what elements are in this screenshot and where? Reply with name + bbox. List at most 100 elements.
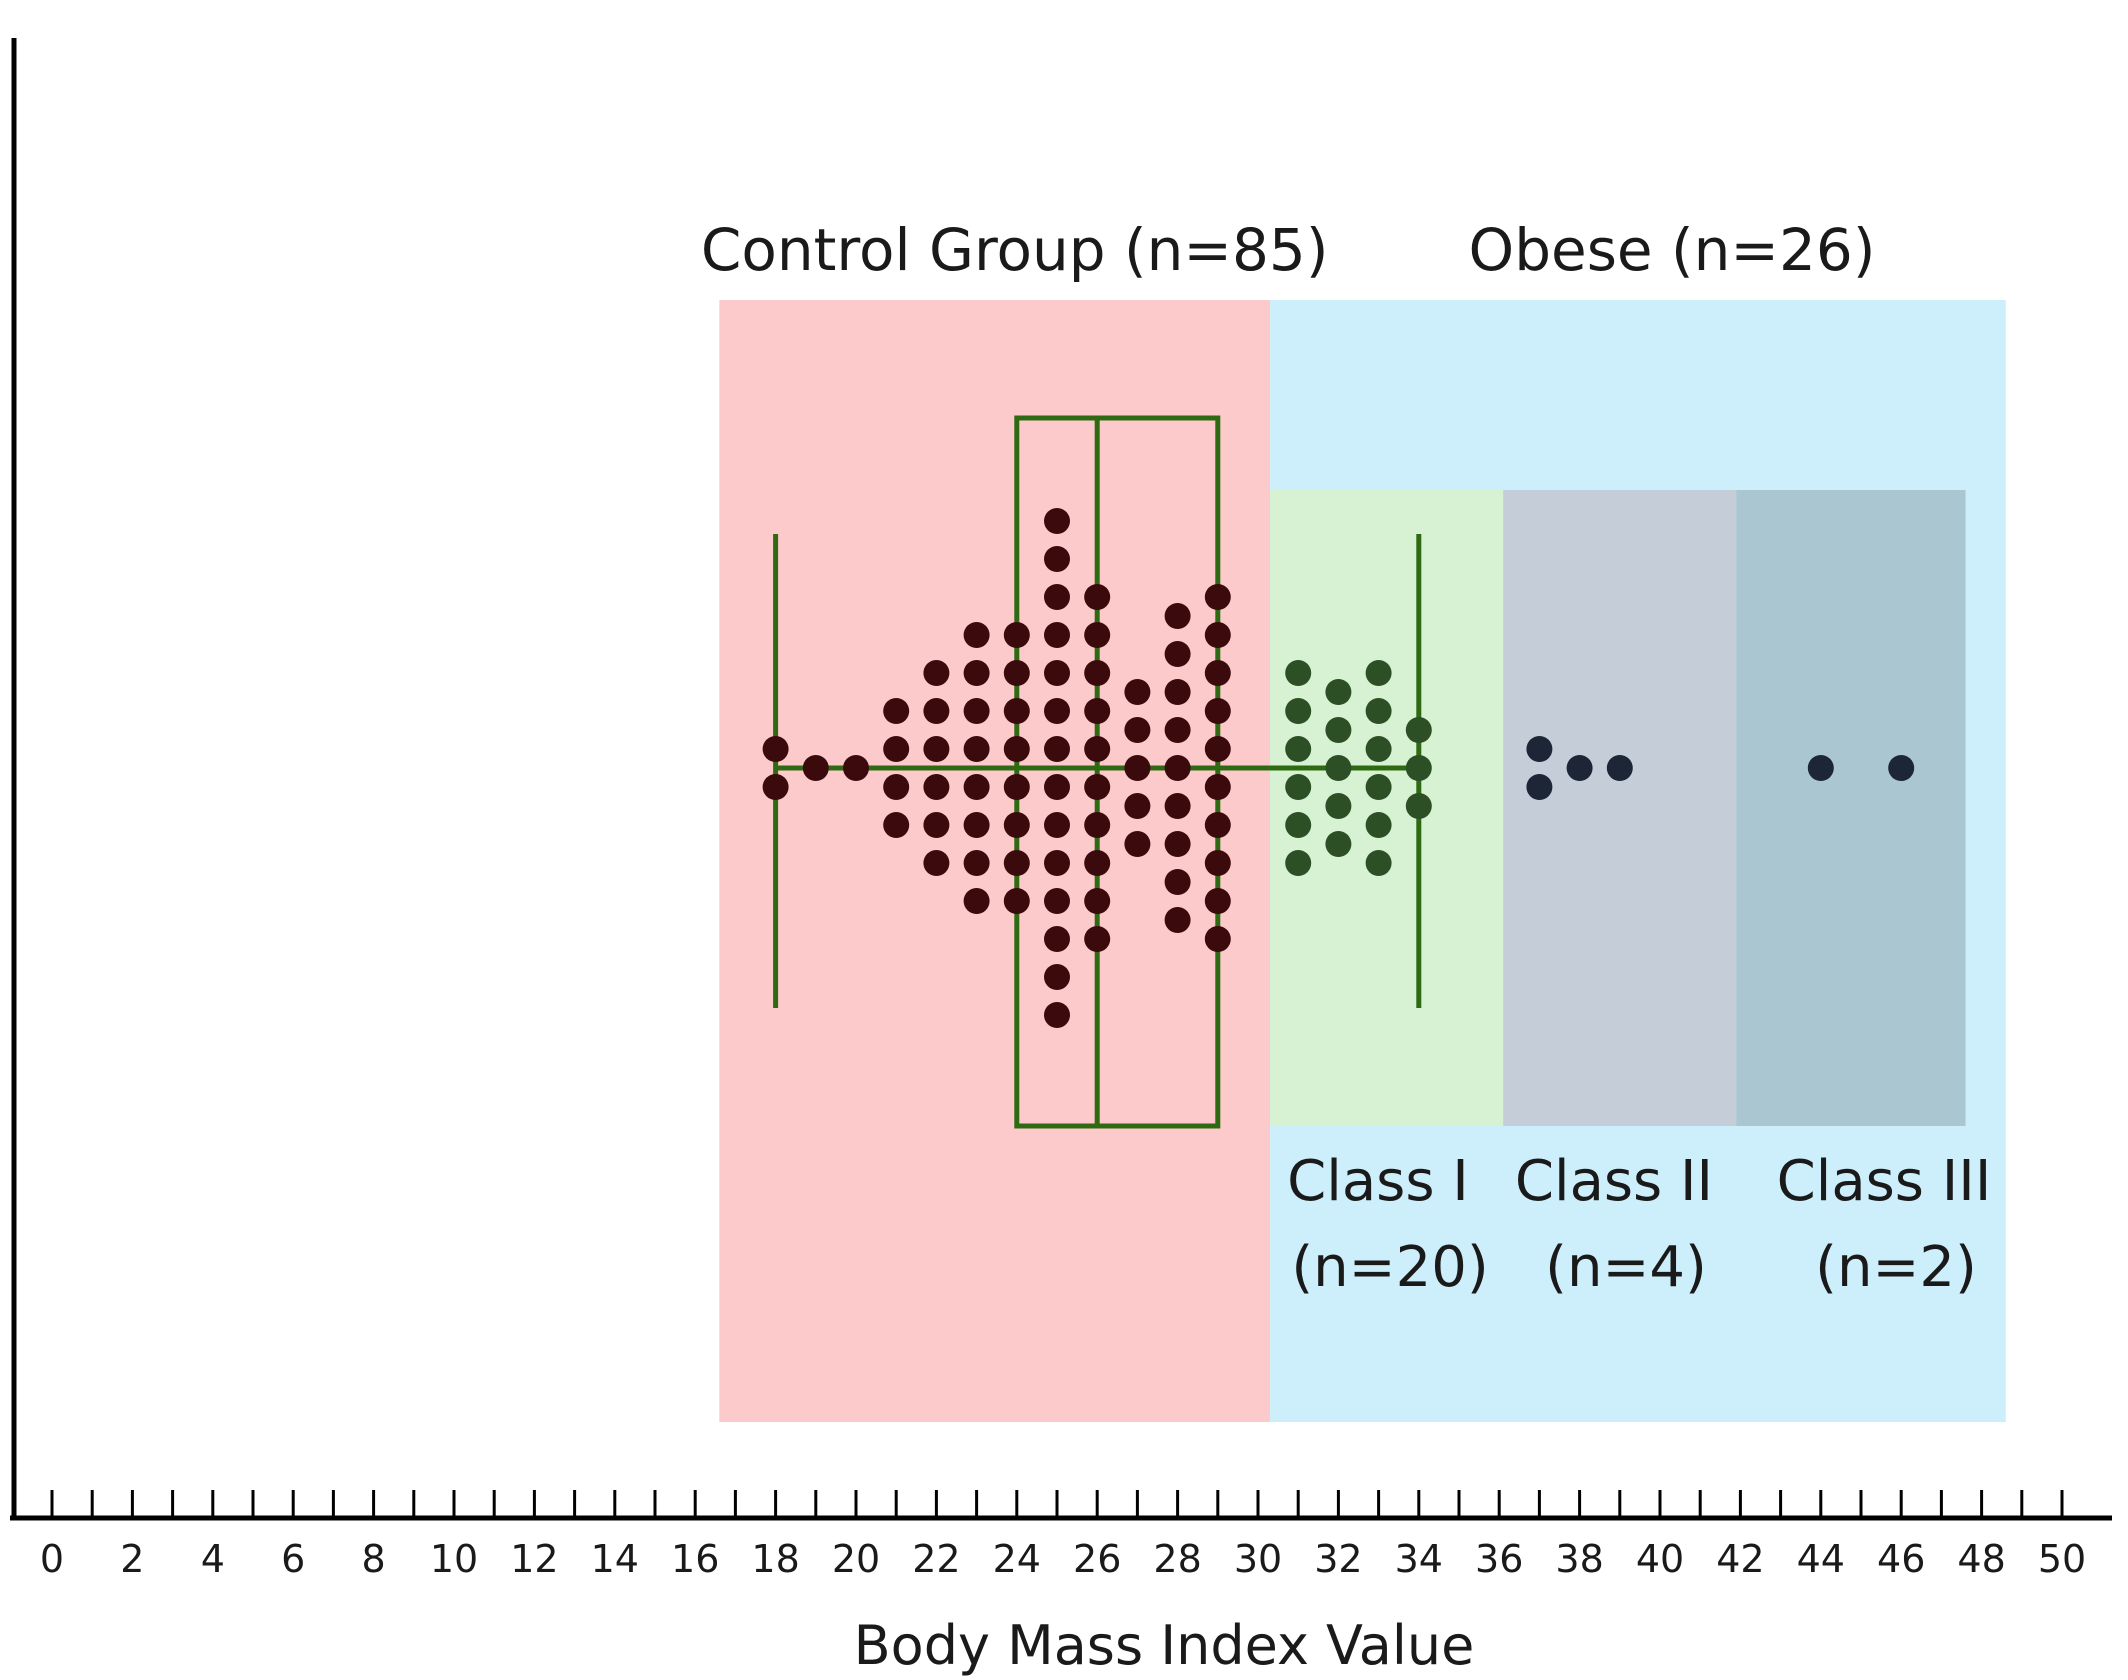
data-point-class-i xyxy=(1365,774,1392,800)
x-tick-label: 12 xyxy=(510,1537,558,1581)
class-band-2 xyxy=(1503,490,1737,1126)
data-point-control xyxy=(1084,698,1111,724)
x-tick-label: 2 xyxy=(120,1537,144,1581)
data-point-control xyxy=(1204,622,1231,648)
data-point-control xyxy=(923,698,950,724)
class-count-1: (n=20) xyxy=(1291,1235,1488,1300)
data-point-class-i xyxy=(1365,698,1392,724)
data-point-control xyxy=(1204,698,1231,724)
data-point-control xyxy=(1084,622,1111,648)
data-point-control xyxy=(1044,964,1070,990)
data-point-control xyxy=(802,755,829,781)
data-point-control xyxy=(1164,793,1191,819)
x-axis-title: Body Mass Index Value xyxy=(854,1614,1475,1677)
data-point-control xyxy=(1204,660,1231,686)
data-point-class-i xyxy=(1365,660,1392,686)
class-band-1 xyxy=(1270,490,1504,1126)
data-point-class-ii xyxy=(1526,736,1553,762)
class-count-2: (n=4) xyxy=(1545,1235,1707,1300)
data-point-class-i xyxy=(1405,717,1432,743)
axis-layer: 0 2 4 6 8 10 12 14 16 18 20 22 24 26 28 30 32 34 36 38 40 42 4… xyxy=(10,38,2112,1581)
data-point-control xyxy=(883,736,910,762)
x-tick-label: 42 xyxy=(1716,1537,1764,1581)
x-tick-label: 34 xyxy=(1395,1537,1443,1581)
data-point-control xyxy=(1164,717,1191,743)
data-point-control xyxy=(1164,755,1191,781)
x-tick-label: 50 xyxy=(2038,1537,2086,1581)
data-point-control xyxy=(1044,698,1070,724)
data-point-control xyxy=(1084,850,1111,876)
x-tick-label: 22 xyxy=(912,1537,960,1581)
data-point-class-ii xyxy=(1606,755,1633,781)
data-point-control xyxy=(1044,888,1070,914)
data-point-control xyxy=(883,812,910,838)
data-point-control xyxy=(963,736,990,762)
iqr-box xyxy=(1014,415,1221,1129)
x-tick-label: 10 xyxy=(430,1537,478,1581)
data-point-control xyxy=(963,660,990,686)
data-point-class-i xyxy=(1365,850,1392,876)
data-point-control xyxy=(1084,584,1111,610)
x-tick-label: 6 xyxy=(281,1537,305,1581)
data-point-control xyxy=(1124,831,1151,857)
data-point-class-i xyxy=(1325,831,1352,857)
data-point-control xyxy=(1044,508,1070,534)
data-point-control xyxy=(1044,850,1070,876)
data-point-control xyxy=(1044,1002,1070,1028)
x-tick-label: 48 xyxy=(1957,1537,2005,1581)
data-point-control xyxy=(1044,926,1070,952)
data-point-control xyxy=(963,850,990,876)
data-point-control xyxy=(762,736,789,762)
x-tick-label: 46 xyxy=(1877,1537,1925,1581)
data-point-control xyxy=(1003,850,1030,876)
data-point-control xyxy=(923,736,950,762)
data-point-class-i xyxy=(1325,755,1352,781)
x-tick-label: 8 xyxy=(362,1537,386,1581)
data-point-class-i xyxy=(1285,850,1312,876)
region-title-obese: Obese (n=26) xyxy=(1469,216,1876,284)
data-point-control xyxy=(1003,622,1030,648)
data-point-control xyxy=(883,774,910,800)
data-point-control xyxy=(1084,888,1111,914)
data-point-control xyxy=(1164,679,1191,705)
x-tick-label: 20 xyxy=(832,1537,880,1581)
data-point-class-i xyxy=(1325,717,1352,743)
data-point-control xyxy=(1044,660,1070,686)
data-point-control xyxy=(1044,622,1070,648)
data-point-control xyxy=(1084,774,1111,800)
x-tick-label: 40 xyxy=(1636,1537,1684,1581)
data-point-control xyxy=(923,774,950,800)
data-point-control xyxy=(1124,793,1151,819)
data-point-control xyxy=(1124,717,1151,743)
data-point-control xyxy=(923,850,950,876)
class-band-3 xyxy=(1736,490,1966,1126)
data-point-control xyxy=(1204,584,1231,610)
data-point-control xyxy=(1003,660,1030,686)
data-point-control xyxy=(1204,888,1231,914)
data-point-control xyxy=(1124,755,1151,781)
data-point-control xyxy=(1044,774,1070,800)
data-point-control xyxy=(1044,584,1070,610)
data-point-class-iii xyxy=(1807,755,1834,781)
x-tick-label: 32 xyxy=(1314,1537,1362,1581)
data-point-class-i xyxy=(1405,793,1432,819)
data-point-control xyxy=(762,774,789,800)
data-point-control xyxy=(1204,850,1231,876)
x-tick-label: 38 xyxy=(1555,1537,1603,1581)
x-tick-label: 14 xyxy=(591,1537,639,1581)
data-point-class-i xyxy=(1325,679,1352,705)
data-point-control xyxy=(1044,812,1070,838)
data-point-control xyxy=(1204,926,1231,952)
data-point-control xyxy=(1204,774,1231,800)
data-point-class-ii xyxy=(1566,755,1593,781)
data-point-control xyxy=(1003,812,1030,838)
x-tick-label: 4 xyxy=(201,1537,225,1581)
data-point-control xyxy=(1003,774,1030,800)
labels-layer: Control Group (n=85) Obese (n=26) Class I (… xyxy=(701,216,1991,1300)
data-point-control xyxy=(1044,736,1070,762)
x-tick-label: 0 xyxy=(40,1537,64,1581)
data-point-control xyxy=(1164,831,1191,857)
x-tick-label: 26 xyxy=(1073,1537,1121,1581)
data-point-control xyxy=(1044,546,1070,572)
data-point-control xyxy=(923,660,950,686)
